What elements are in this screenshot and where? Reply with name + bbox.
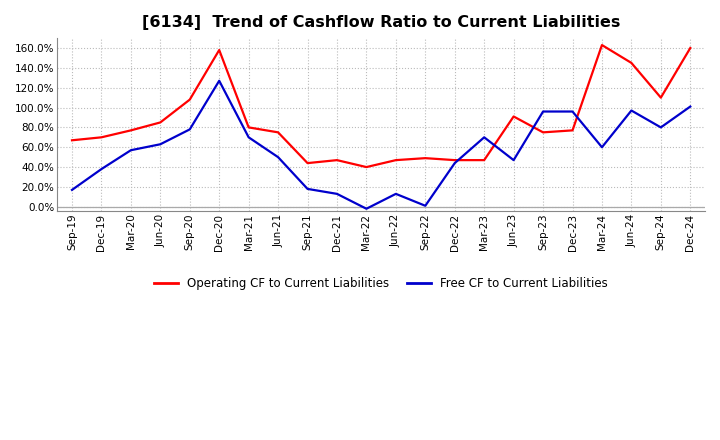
Legend: Operating CF to Current Liabilities, Free CF to Current Liabilities: Operating CF to Current Liabilities, Fre… bbox=[150, 272, 613, 295]
Title: [6134]  Trend of Cashflow Ratio to Current Liabilities: [6134] Trend of Cashflow Ratio to Curren… bbox=[142, 15, 621, 30]
